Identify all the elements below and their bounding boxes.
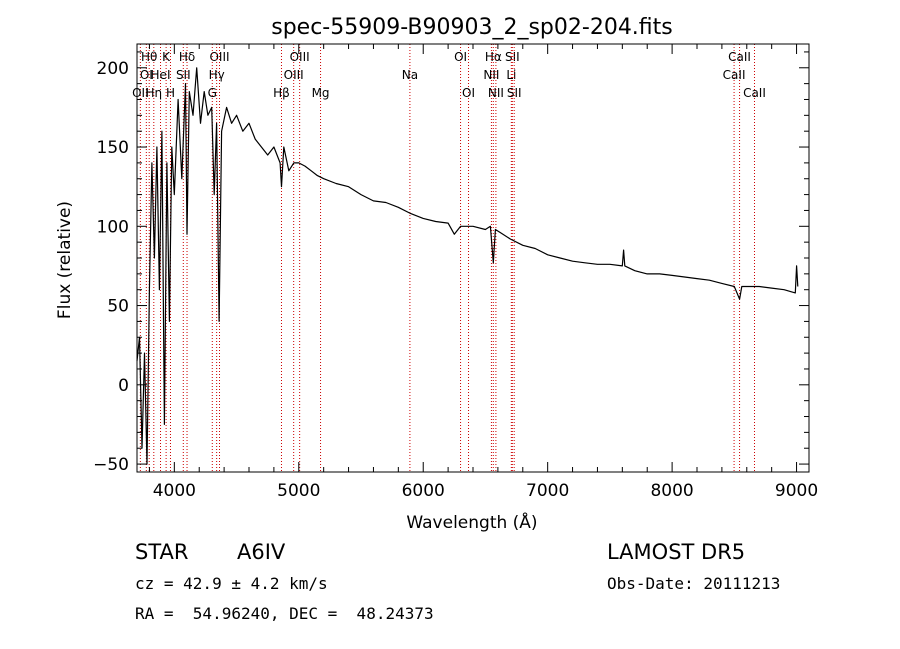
marker-label: OI — [462, 86, 475, 100]
marker-label: Hδ — [179, 50, 195, 64]
marker-label: CaII — [743, 86, 766, 100]
marker-label: OI — [454, 50, 467, 64]
marker-label: OIII — [209, 50, 229, 64]
x-tick-label: 9000 — [775, 481, 818, 501]
marker-label: K — [162, 50, 171, 64]
spectrum-line — [136, 67, 799, 465]
marker-label: Li — [506, 68, 516, 82]
marker-label: Hβ — [273, 86, 290, 100]
marker-label: Na — [402, 68, 418, 82]
y-tick-label: 200 — [97, 59, 129, 79]
subclass: A6IV — [237, 540, 286, 564]
x-tick-label: 4000 — [153, 481, 196, 501]
y-tick-label: 50 — [107, 297, 129, 317]
y-axis: −50 0 50 100 150 200 — [93, 51, 809, 475]
x-axis-label: Wavelength (Å) — [406, 511, 537, 533]
marker-label: Hη — [145, 86, 162, 100]
marker-label: H — [166, 86, 175, 100]
redshift-cz: cz = 42.9 ± 4.2 km/s — [135, 574, 328, 593]
x-tick-label: 6000 — [402, 481, 445, 501]
y-tick-label: 100 — [97, 217, 129, 237]
marker-label: G — [208, 86, 217, 100]
marker-label: Hθ — [141, 50, 157, 64]
marker-label: Hγ — [209, 68, 225, 82]
spectrum-series — [136, 67, 799, 465]
marker-label: OIII — [290, 50, 310, 64]
marker-label: OI — [140, 68, 153, 82]
marker-label: NII — [488, 86, 504, 100]
chart-title: spec-55909-B90903_2_sp02-204.fits — [271, 15, 673, 40]
y-tick-label: −50 — [93, 455, 129, 475]
marker-label: Mg — [312, 86, 330, 100]
observation-date: Obs-Date: 20111213 — [607, 574, 781, 593]
y-axis-label: Flux (relative) — [55, 201, 75, 319]
marker-label: NII — [483, 68, 499, 82]
marker-label: SII — [507, 86, 522, 100]
marker-label: OII — [132, 86, 149, 100]
marker-label: Hα — [485, 50, 502, 64]
marker-label: CaII — [728, 50, 751, 64]
y-tick-label: 150 — [97, 138, 129, 158]
plot-frame — [136, 43, 810, 473]
marker-label: OIII — [284, 68, 304, 82]
x-tick-label: 7000 — [526, 481, 569, 501]
survey-name: LAMOST DR5 — [607, 540, 746, 564]
marker-label: SII — [505, 50, 520, 64]
marker-label: HeI — [151, 68, 171, 82]
x-tick-label: 8000 — [650, 481, 693, 501]
marker-label: SII — [176, 68, 191, 82]
object-class: STAR — [135, 540, 189, 564]
y-tick-label: 0 — [118, 376, 129, 396]
marker-label: CaII — [723, 68, 746, 82]
x-axis: 4000 5000 6000 7000 8000 9000 — [148, 44, 818, 501]
ra-dec: RA = 54.96240, DEC = 48.24373 — [135, 604, 434, 623]
x-tick-label: 5000 — [277, 481, 320, 501]
